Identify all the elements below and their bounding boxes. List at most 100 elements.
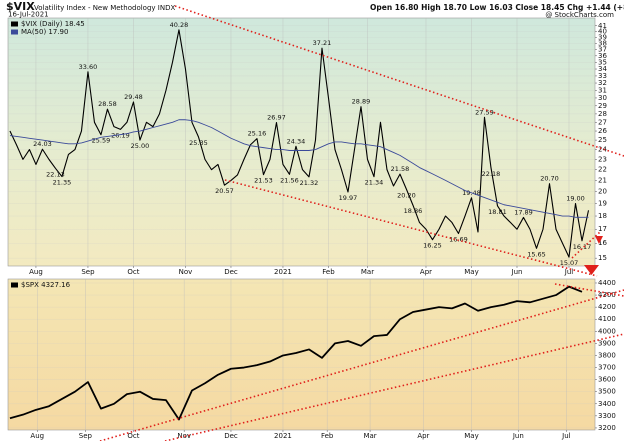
y-tick-label: 23 bbox=[598, 155, 607, 163]
x-tick-label: 2021 bbox=[274, 268, 292, 276]
credit: @ StockCharts.com bbox=[545, 11, 614, 19]
y-tick-label: 40 bbox=[598, 27, 607, 35]
series-line bbox=[9, 285, 583, 421]
series-line bbox=[9, 119, 589, 218]
data-label: 16.25 bbox=[423, 242, 442, 250]
data-label: 27.59 bbox=[475, 108, 494, 116]
y-tick-label: 33 bbox=[598, 72, 607, 80]
data-label: 21.35 bbox=[53, 179, 72, 187]
y-tick-label: 4100 bbox=[598, 315, 616, 323]
x-tick-label: Jul bbox=[561, 432, 571, 440]
x-tick-label: Mar bbox=[363, 432, 376, 440]
legend-swatch bbox=[11, 29, 18, 35]
data-label: 21.32 bbox=[300, 179, 319, 187]
series-line bbox=[9, 29, 590, 258]
data-label: 24.03 bbox=[33, 140, 52, 148]
data-label: 21.58 bbox=[391, 165, 410, 173]
y-tick-label: 4400 bbox=[598, 279, 616, 287]
x-tick-label: Nov bbox=[179, 268, 193, 276]
y-tick-label: 29 bbox=[598, 102, 607, 110]
data-label: 18.81 bbox=[488, 208, 507, 216]
x-tick-label: Oct bbox=[127, 432, 139, 440]
data-label: 21.53 bbox=[254, 177, 273, 185]
x-tick-label: 2021 bbox=[274, 432, 292, 440]
y-tick-label: 17 bbox=[598, 225, 607, 233]
data-label: 20.57 bbox=[215, 187, 234, 195]
legend-swatch bbox=[11, 21, 18, 27]
x-tick-label: Mar bbox=[361, 268, 374, 276]
data-label: 28.58 bbox=[98, 100, 117, 108]
panels: 1516171819202122232425262728293031323334… bbox=[8, 18, 616, 440]
data-label: 25.16 bbox=[248, 130, 267, 138]
y-tick-label: 4000 bbox=[598, 327, 616, 335]
data-label: 25.00 bbox=[131, 142, 150, 150]
data-label: 19.00 bbox=[566, 195, 585, 203]
y-tick-label: 4200 bbox=[598, 303, 616, 311]
chart-title: $VIX bbox=[6, 0, 35, 13]
data-label: 37.21 bbox=[313, 39, 332, 47]
data-label: 19.97 bbox=[339, 194, 358, 202]
trend-line bbox=[99, 289, 624, 441]
y-tick-label: 3400 bbox=[598, 400, 616, 408]
marker-arrow bbox=[595, 236, 603, 244]
x-tick-label: Feb bbox=[322, 268, 335, 276]
y-tick-label: 28 bbox=[598, 110, 607, 118]
y-tick-label: 24 bbox=[598, 146, 607, 154]
data-label: 25.59 bbox=[92, 137, 111, 145]
y-tick-label: 20 bbox=[598, 188, 607, 196]
x-tick-label: May bbox=[464, 432, 478, 440]
y-tick-label: 3800 bbox=[598, 351, 616, 359]
legend-label: $SPX 4327.16 bbox=[21, 281, 71, 289]
data-label: 22.13 bbox=[46, 170, 65, 178]
data-label: 15.07 bbox=[560, 259, 579, 267]
data-label: 40.28 bbox=[170, 21, 189, 29]
data-label: 21.56 bbox=[280, 176, 299, 184]
x-tick-label: Jul bbox=[564, 268, 574, 276]
y-tick-label: 38 bbox=[598, 39, 607, 47]
x-tick-label: May bbox=[464, 268, 478, 276]
data-label: 21.34 bbox=[365, 179, 384, 187]
y-tick-label: 32 bbox=[598, 79, 607, 87]
y-tick-label: 3200 bbox=[598, 424, 616, 432]
y-tick-label: 3700 bbox=[598, 364, 616, 372]
marker-arrow bbox=[584, 265, 599, 275]
panel-bottom bbox=[7, 278, 596, 431]
x-tick-label: Feb bbox=[321, 432, 334, 440]
y-tick-label: 16 bbox=[598, 239, 607, 247]
y-tick-label: 36 bbox=[598, 52, 607, 60]
y-tick-label: 15 bbox=[598, 254, 607, 262]
x-tick-label: Nov bbox=[177, 432, 191, 440]
x-tick-label: Dec bbox=[224, 268, 238, 276]
x-tick-label: Aug bbox=[30, 432, 44, 440]
y-tick-label: 27 bbox=[598, 118, 607, 126]
data-label: 17.89 bbox=[514, 208, 533, 216]
y-tick-label: 22 bbox=[598, 166, 607, 174]
y-tick-label: 41 bbox=[598, 22, 607, 30]
x-tick-label: Jun bbox=[511, 268, 523, 276]
y-tick-label: 18 bbox=[598, 212, 607, 220]
x-tick-label: Sep bbox=[79, 432, 93, 440]
data-label: 16.17 bbox=[573, 243, 592, 251]
y-tick-label: 3900 bbox=[598, 339, 616, 347]
legend-label: $VIX (Daily) 18.45 bbox=[21, 20, 85, 28]
legend-label: MA(50) 17.90 bbox=[21, 28, 68, 36]
x-tick-label: Jun bbox=[512, 432, 524, 440]
x-tick-label: Dec bbox=[224, 432, 238, 440]
trend-line bbox=[224, 179, 598, 277]
y-tick-label: 19 bbox=[598, 200, 607, 208]
y-tick-label: 4300 bbox=[598, 291, 616, 299]
y-tick-label: 3600 bbox=[598, 376, 616, 384]
y-tick-label: 3500 bbox=[598, 388, 616, 396]
data-label: 18.86 bbox=[404, 207, 423, 215]
ohlc-quote: Open 16.80 High 18.70 Low 16.03 Close 18… bbox=[370, 3, 624, 12]
y-tick-label: 21 bbox=[598, 176, 607, 184]
y-tick-label: 30 bbox=[598, 94, 607, 102]
y-tick-label: 34 bbox=[598, 65, 607, 73]
y-tick-label: 37 bbox=[598, 45, 607, 53]
y-tick-label: 25 bbox=[598, 136, 607, 144]
data-label: 28.89 bbox=[352, 98, 371, 106]
data-label: 15.65 bbox=[527, 250, 546, 258]
data-label: 25.35 bbox=[189, 139, 208, 147]
panel-top bbox=[7, 17, 596, 267]
data-label: 20.20 bbox=[397, 191, 416, 199]
